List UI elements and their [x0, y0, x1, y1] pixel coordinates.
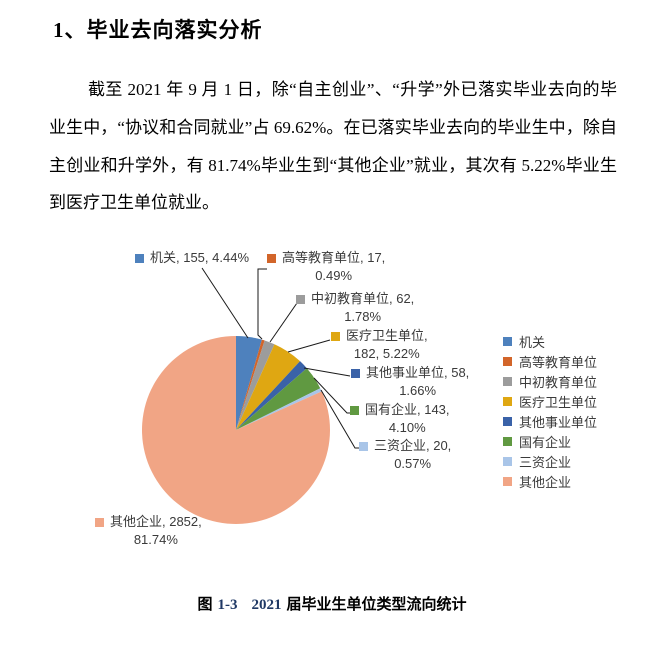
- data-label-text: 机关, 155, 4.44%: [150, 250, 249, 265]
- legend-item-其他事业单位: 其他事业单位: [503, 411, 597, 431]
- legend-swatch: [503, 376, 512, 386]
- legend-item-机关: 机关: [503, 331, 597, 351]
- figure-caption: 图 1-3 2021 届毕业生单位类型流向统计: [0, 593, 664, 614]
- legend-label: 其他企业: [519, 474, 572, 490]
- legend-item-高等教育单位: 高等教育单位: [503, 351, 597, 371]
- data-label-swatch: [135, 254, 144, 263]
- data-label-swatch: [296, 295, 305, 304]
- legend-swatch: [503, 416, 512, 426]
- leader-line-qitashiye: [303, 367, 351, 377]
- data-label-text: 高等教育单位, 17, 0.49%: [282, 250, 386, 283]
- pie-slice-中初教育单位: [236, 340, 275, 430]
- leader-line-guoyouqiye: [313, 377, 352, 414]
- legend-label: 中初教育单位: [519, 374, 598, 390]
- legend-swatch: [503, 356, 512, 366]
- pie-chart-figure: 机关, 155, 4.44% 高等教育单位, 17, 0.49% 中初教育单位, 62…: [0, 240, 664, 592]
- pie-slice-其他事业单位: [236, 361, 307, 430]
- pie-slice-医疗卫生单位: [236, 344, 301, 430]
- pie-data-label-其他事业单位: 其他事业单位, 58, 1.66%: [351, 364, 469, 400]
- legend-item-中初教育单位: 中初教育单位: [503, 371, 597, 391]
- legend-item-医疗卫生单位: 医疗卫生单位: [503, 391, 597, 411]
- legend-swatch: [503, 396, 512, 406]
- legend-label: 国有企业: [519, 434, 572, 450]
- data-label-swatch: [331, 332, 340, 341]
- body-paragraph: 截至 2021 年 9 月 1 日，除“自主创业”、“升学”外已落实毕业去向的毕…: [49, 80, 617, 213]
- pie-data-label-高等教育单位: 高等教育单位, 17, 0.49%: [267, 249, 385, 285]
- legend-swatch: [503, 336, 512, 346]
- legend-label: 机关: [519, 334, 546, 350]
- pie-slice-三资企业: [236, 388, 322, 430]
- leader-lines: [201, 267, 361, 449]
- chart-legend: 机关高等教育单位 中初教育单位 医疗卫生单位 其他事业单位 国有企业三资企业其他企业: [503, 331, 597, 491]
- pie-chart: [142, 336, 330, 524]
- leader-line-yiliaoweisheng: [287, 339, 331, 353]
- pie-data-label-其他企业: 其他企业, 2852, 81.74%: [95, 513, 202, 549]
- legend-label: 医疗卫生单位: [519, 394, 598, 410]
- pie-slice-国有企业: [236, 368, 321, 430]
- caption-label: 图: [197, 597, 213, 613]
- data-label-text: 其他企业, 2852, 81.74%: [110, 514, 202, 547]
- data-label-text: 其他事业单位, 58, 1.66%: [366, 365, 470, 398]
- leader-line-jiguan: [201, 267, 249, 339]
- caption-year: 2021: [251, 597, 282, 613]
- legend-item-国有企业: 国有企业: [503, 431, 597, 451]
- data-label-text: 医疗卫生单位, 182, 5.22%: [346, 328, 428, 361]
- data-label-swatch: [359, 442, 368, 451]
- data-label-swatch: [351, 369, 360, 378]
- caption-figure-no: 1-3: [217, 597, 238, 613]
- data-label-text: 国有企业, 143, 4.10%: [365, 402, 450, 435]
- caption-text: 届毕业生单位类型流向统计: [286, 597, 467, 613]
- data-label-text: 三资企业, 20, 0.57%: [374, 438, 452, 471]
- data-label-swatch: [95, 518, 104, 527]
- leader-line-gaodengjiaoyu: [257, 268, 267, 340]
- data-label-swatch: [267, 254, 276, 263]
- pie-data-label-医疗卫生单位: 医疗卫生单位, 182, 5.22%: [331, 327, 428, 363]
- pie-data-label-三资企业: 三资企业, 20, 0.57%: [359, 437, 451, 473]
- section-heading: 1、毕业去向落实分析: [53, 18, 263, 42]
- pie-slice-其他企业: [142, 336, 330, 524]
- pie-data-label-机关: 机关, 155, 4.44%: [135, 249, 249, 267]
- legend-label: 高等教育单位: [519, 354, 598, 370]
- legend-item-三资企业: 三资企业: [503, 451, 597, 471]
- legend-item-其他企业: 其他企业: [503, 471, 597, 491]
- data-label-text: 中初教育单位, 62, 1.78%: [311, 291, 415, 324]
- pie-data-label-中初教育单位: 中初教育单位, 62, 1.78%: [296, 290, 414, 326]
- legend-swatch: [503, 456, 512, 466]
- pie-slice-机关: [236, 336, 262, 430]
- legend-label: 三资企业: [519, 454, 572, 470]
- legend-swatch: [503, 436, 512, 446]
- data-label-swatch: [350, 406, 359, 415]
- pie-data-label-国有企业: 国有企业, 143, 4.10%: [350, 401, 450, 437]
- pie-slice-高等教育单位: [236, 339, 265, 430]
- legend-label: 其他事业单位: [519, 414, 598, 430]
- legend-swatch: [503, 476, 512, 486]
